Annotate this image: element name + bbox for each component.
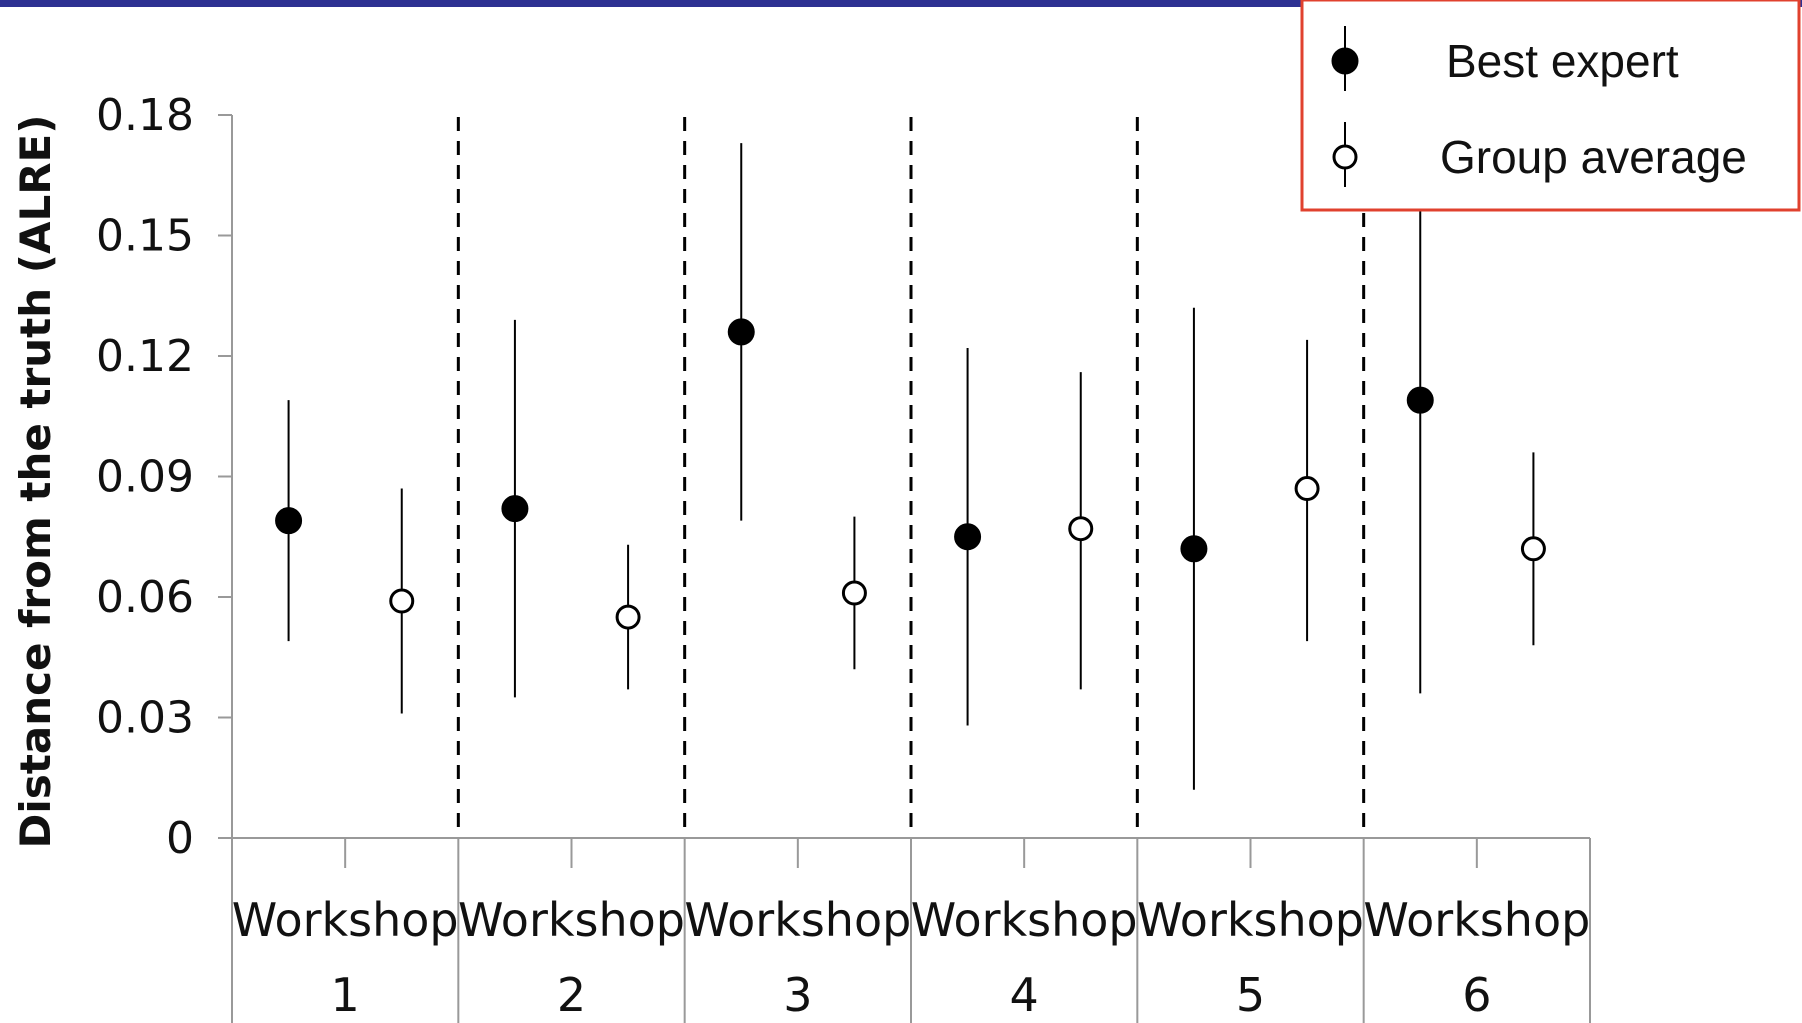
y-tick-label: 0.09 <box>96 452 194 503</box>
point-group-average <box>389 588 415 614</box>
y-tick-label: 0.06 <box>96 572 194 623</box>
y-tick-label: 0.12 <box>96 331 194 382</box>
top-banner-bar <box>0 0 1802 7</box>
data-points <box>275 318 1546 630</box>
point-group-average <box>1068 516 1094 542</box>
x-category-label-line2: 1 <box>331 968 360 1022</box>
x-axis-categories: Workshop 1 Workshop 2 Workshop 3 Workshop 4 Work… <box>232 893 1591 1022</box>
x-category-label-line1: Workshop <box>458 893 685 947</box>
y-tick-label: 0.15 <box>96 211 194 262</box>
point-best-expert <box>501 495 529 523</box>
x-category-label-line2: 2 <box>557 968 586 1022</box>
legend: Best expert Group average <box>1300 0 1801 212</box>
legend-marker-best-expert <box>1331 47 1359 75</box>
x-category-label-line2: 3 <box>783 968 812 1022</box>
y-tick-label: 0 <box>166 813 194 864</box>
y-axis-ticks: 0 0.03 0.06 0.09 0.12 0.15 0.18 <box>96 90 232 864</box>
point-group-average <box>1520 536 1546 562</box>
point-group-average <box>841 580 867 606</box>
x-category-label-line1: Workshop <box>232 893 459 947</box>
point-group-average <box>1294 476 1320 502</box>
legend-marker-group-average <box>1332 144 1358 170</box>
x-category-label-line1: Workshop <box>1363 893 1590 947</box>
point-best-expert <box>727 318 755 346</box>
point-best-expert <box>954 523 982 551</box>
x-category-label-line2: 6 <box>1462 968 1491 1022</box>
axes <box>231 115 1591 1023</box>
legend-label-group-average: Group average <box>1440 131 1747 183</box>
x-category-label-line2: 5 <box>1236 968 1265 1022</box>
point-best-expert <box>1180 535 1208 563</box>
x-category-label-line1: Workshop <box>911 893 1138 947</box>
x-category-label-line2: 4 <box>1010 968 1039 1022</box>
x-category-label-line1: Workshop <box>684 893 911 947</box>
point-best-expert <box>275 507 303 535</box>
x-category-label-line1: Workshop <box>1137 893 1364 947</box>
y-tick-label: 0.03 <box>96 693 194 744</box>
y-tick-label: 0.18 <box>96 90 194 141</box>
y-axis-label: Distance from the truth (ALRE) <box>11 115 60 849</box>
legend-label-best-expert: Best expert <box>1446 35 1679 87</box>
workshop-dividers <box>456 117 1366 838</box>
point-best-expert <box>1406 386 1434 414</box>
point-group-average <box>615 604 641 630</box>
legend-box <box>1300 0 1801 212</box>
